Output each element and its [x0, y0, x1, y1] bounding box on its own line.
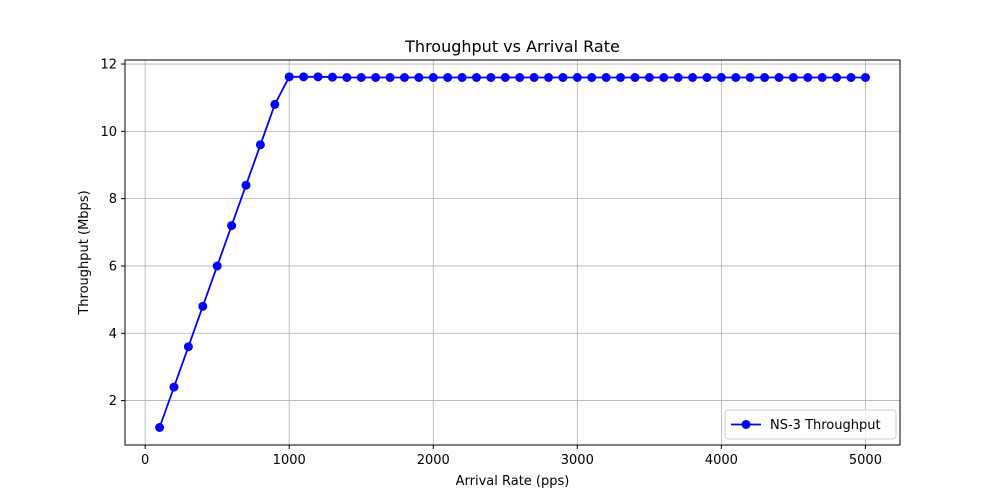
- data-point: [457, 73, 467, 82]
- data-point: [688, 73, 698, 82]
- y-tick-label: 6: [109, 259, 117, 274]
- x-tick-label: 1000: [273, 453, 306, 468]
- x-tick-label: 5000: [849, 453, 882, 468]
- x-tick-label: 3000: [561, 453, 594, 468]
- data-point: [774, 73, 784, 82]
- data-point: [760, 73, 770, 82]
- y-axis-ticks: 2 4 6 8 10 12: [100, 58, 125, 409]
- y-axis-label: Throughput (Mbps): [77, 190, 92, 315]
- data-point: [443, 73, 453, 82]
- y-tick-label: 4: [109, 327, 117, 342]
- data-point: [399, 73, 409, 82]
- data-point: [659, 73, 669, 82]
- data-point: [846, 73, 856, 82]
- x-tick-label: 4000: [705, 453, 738, 468]
- data-point: [529, 73, 539, 82]
- data-point: [284, 72, 294, 82]
- data-point: [745, 73, 755, 82]
- legend-marker-swatch: [741, 420, 751, 429]
- data-point: [356, 73, 366, 82]
- y-tick-label: 8: [109, 192, 117, 207]
- data-point: [601, 73, 611, 82]
- data-point: [500, 73, 510, 82]
- data-point: [342, 73, 352, 82]
- data-point: [587, 73, 597, 82]
- data-point: [702, 73, 712, 82]
- data-point: [428, 73, 438, 82]
- data-point: [471, 73, 481, 82]
- data-point: [673, 73, 683, 82]
- data-point: [371, 73, 381, 82]
- data-point: [155, 423, 165, 432]
- data-point: [731, 73, 741, 82]
- y-tick-label: 12: [100, 58, 117, 73]
- data-point: [572, 73, 582, 82]
- data-point: [327, 72, 337, 82]
- data-point: [227, 221, 237, 231]
- data-point: [198, 301, 208, 311]
- data-point: [558, 73, 568, 82]
- plot-frame: [124, 59, 901, 446]
- data-point: [544, 73, 554, 82]
- y-tick-label: 2: [109, 394, 117, 409]
- data-point: [313, 72, 323, 82]
- data-point: [241, 180, 251, 190]
- data-point: [630, 73, 640, 82]
- data-point: [486, 73, 496, 82]
- x-axis-label: Arrival Rate (pps): [456, 474, 570, 489]
- legend: NS-3 Throughput: [724, 409, 897, 440]
- data-point: [183, 342, 193, 352]
- x-tick-label: 0: [141, 453, 149, 468]
- data-point: [270, 99, 280, 109]
- y-tick-label: 10: [100, 125, 117, 140]
- data-point: [832, 73, 842, 82]
- data-point: [169, 382, 179, 392]
- x-axis-ticks: 0 1000 2000 3000 4000 5000: [141, 445, 882, 468]
- grid: [125, 60, 900, 445]
- data-point: [255, 140, 265, 150]
- data-point: [414, 73, 424, 82]
- data-point: [616, 73, 626, 82]
- series-layer: [155, 72, 870, 432]
- data-point: [644, 73, 654, 82]
- data-point: [788, 73, 798, 82]
- data-point: [716, 73, 726, 82]
- data-point: [385, 73, 395, 82]
- legend-label: NS-3 Throughput: [770, 418, 881, 433]
- data-point: [212, 261, 222, 271]
- chart-title: Throughput vs Arrival Rate: [404, 37, 620, 56]
- x-tick-label: 2000: [417, 453, 450, 468]
- data-point: [803, 73, 813, 82]
- data-point: [515, 73, 525, 82]
- data-point: [299, 72, 309, 82]
- legend-box: [724, 409, 897, 440]
- data-point: [860, 73, 870, 82]
- data-point: [817, 73, 827, 82]
